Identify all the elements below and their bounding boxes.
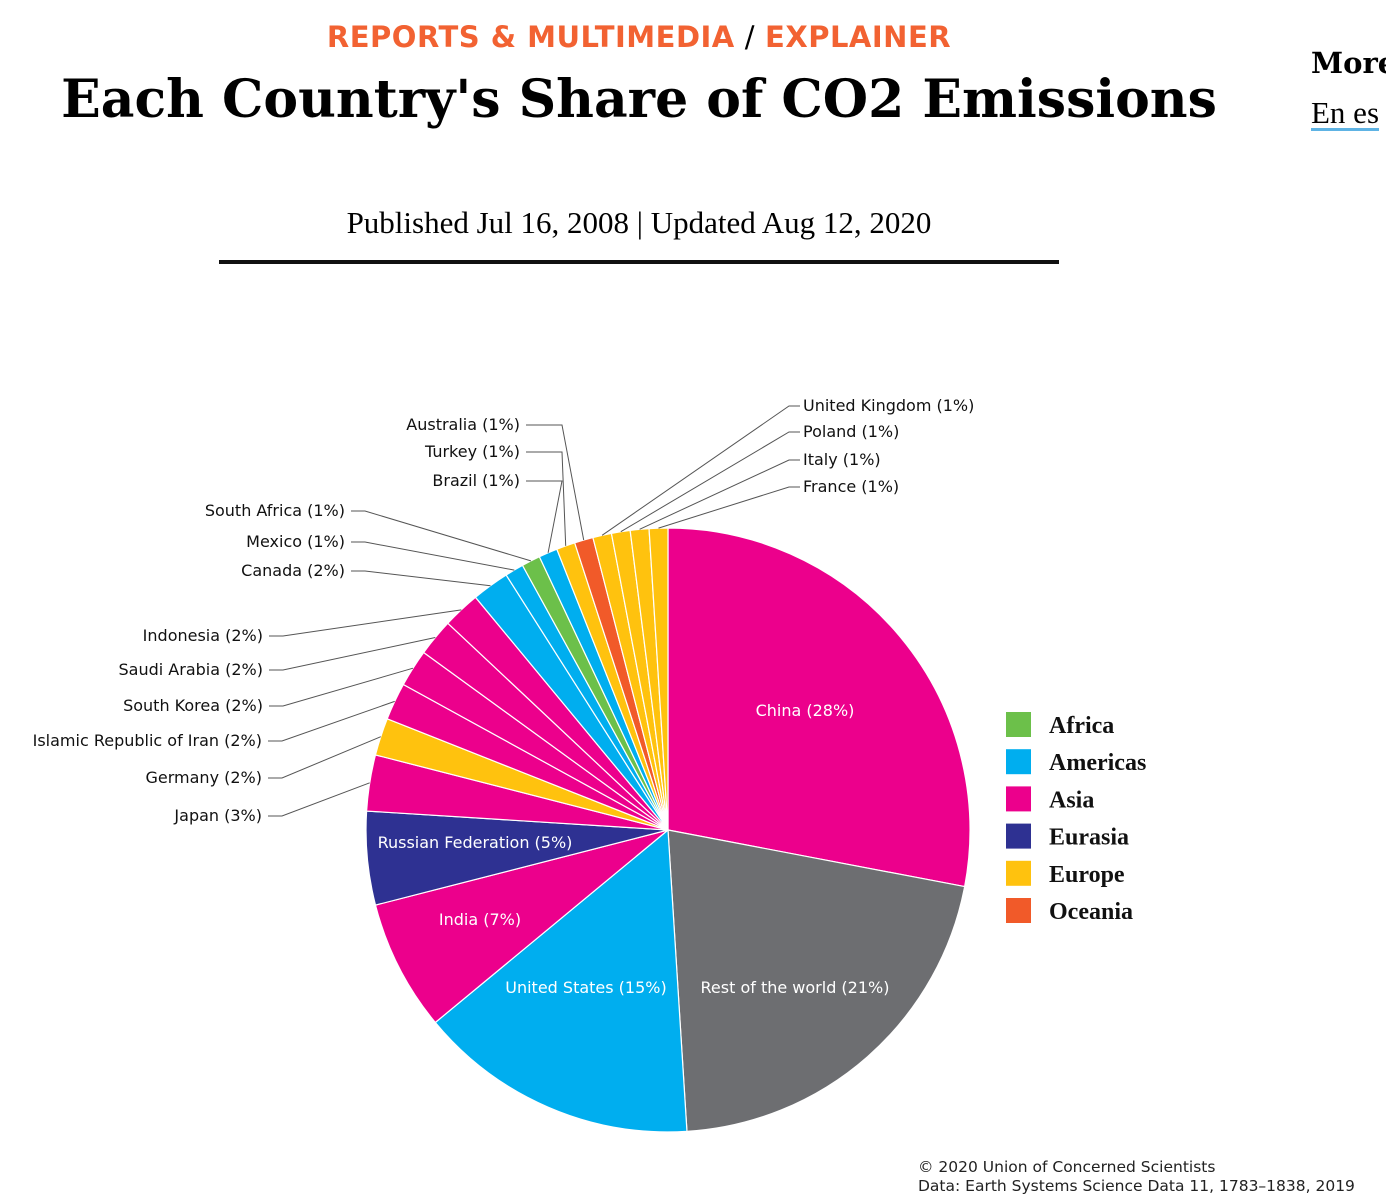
callout-line-mexico xyxy=(351,541,515,571)
legend-label-europe: Europe xyxy=(1049,862,1125,888)
callout-line-south-africa xyxy=(351,510,532,562)
slice-label-australia: Australia (1%) xyxy=(406,415,520,434)
legend-swatch-europe xyxy=(1006,860,1031,886)
callout-line-south-korea xyxy=(269,667,414,707)
callout-line-saudi-arabia xyxy=(269,637,436,671)
chart-legend: Africa Americas Asia Eurasia Europe Oceania xyxy=(1006,712,1146,925)
breadcrumb-separator: / xyxy=(744,20,756,54)
slice-label-poland: Poland (1%) xyxy=(803,422,899,441)
legend-label-asia: Asia xyxy=(1049,787,1094,813)
slice-label-mexico: Mexico (1%) xyxy=(246,532,345,551)
section-link[interactable]: REPORTS & MULTIMEDIA xyxy=(326,20,735,54)
slice-label-india: India (7%) xyxy=(439,910,521,929)
legend-swatch-oceania xyxy=(1006,898,1031,923)
pie-slice-france xyxy=(648,527,669,831)
title-divider xyxy=(219,260,1059,264)
legend-label-americas: Americas xyxy=(1049,750,1146,776)
chart-credit: © 2020 Union of Concerned Scientists Dat… xyxy=(918,1158,1355,1196)
slice-label-united-states: United States (15%) xyxy=(505,978,666,997)
slice-label-italy: Italy (1%) xyxy=(803,450,881,469)
callout-line-brazil xyxy=(526,480,563,553)
legend-label-eurasia: Eurasia xyxy=(1049,825,1129,851)
legend-swatch-americas xyxy=(1006,749,1031,775)
slice-label-indonesia: Indonesia (2%) xyxy=(143,626,263,645)
more-heading: More xyxy=(1311,46,1386,80)
slice-label-germany: Germany (2%) xyxy=(146,768,263,787)
callout-line-turkey xyxy=(526,451,567,546)
slice-label-saudi-arabia: Saudi Arabia (2%) xyxy=(119,660,263,679)
callout-line-indonesia xyxy=(269,609,462,637)
callout-line-australia xyxy=(526,424,585,541)
slice-label-rest-of-the-world: Rest of the world (21%) xyxy=(701,978,890,997)
data-source-text: Data: Earth Systems Science Data 11, 178… xyxy=(918,1177,1355,1195)
article-type-link[interactable]: EXPLAINER xyxy=(765,20,952,54)
callout-line-france xyxy=(658,486,800,529)
callout-line-canada xyxy=(351,570,491,587)
slice-label-china: China (28%) xyxy=(756,701,855,720)
pie-slice-rest-of-the-world xyxy=(667,829,966,1133)
legend-swatch-eurasia xyxy=(1006,823,1031,849)
breadcrumb: REPORTS & MULTIMEDIA / EXPLAINER xyxy=(0,20,1278,54)
legend-swatch-asia xyxy=(1006,786,1031,812)
slice-labels: China (28%) Rest of the world (21%) United… xyxy=(33,396,975,997)
page-title: Each Country's Share of CO2 Emissions xyxy=(61,69,1217,130)
pie-slice-united-states xyxy=(434,828,688,1133)
callout-line-islamic-republic-of-iran xyxy=(268,700,395,742)
slice-label-japan: Japan (3%) xyxy=(173,806,262,825)
callout-line-poland xyxy=(620,431,800,533)
slice-label-brazil: Brazil (1%) xyxy=(432,471,520,490)
slice-label-south-africa: South Africa (1%) xyxy=(205,501,345,520)
callout-line-italy xyxy=(639,459,800,530)
slice-label-turkey: Turkey (1%) xyxy=(424,442,520,461)
pie-slice-india xyxy=(374,829,669,1024)
legend-swatch-africa xyxy=(1006,712,1031,737)
callout-line-germany xyxy=(268,736,381,779)
copyright-text: © 2020 Union of Concerned Scientists xyxy=(918,1158,1216,1176)
slice-label-france: France (1%) xyxy=(803,477,899,496)
slice-label-islamic-republic-of-iran: Islamic Republic of Iran (2%) xyxy=(33,731,262,750)
pie-slice-china xyxy=(667,527,971,888)
pie-slices xyxy=(365,527,971,1133)
slice-label-united-kingdom: United Kingdom (1%) xyxy=(803,396,974,415)
slice-label-russian-federation: Russian Federation (5%) xyxy=(378,833,573,852)
slice-label-south-korea: South Korea (2%) xyxy=(123,696,263,715)
slice-label-canada: Canada (2%) xyxy=(241,561,345,580)
legend-label-africa: Africa xyxy=(1049,713,1114,739)
spanish-version-link[interactable]: En es xyxy=(1311,95,1380,131)
callout-lines xyxy=(268,405,800,817)
publish-date: Published Jul 16, 2008 | Updated Aug 12,… xyxy=(346,205,932,240)
callout-line-united-kingdom xyxy=(601,405,800,536)
callout-line-japan xyxy=(268,782,370,817)
legend-label-oceania: Oceania xyxy=(1049,899,1133,925)
